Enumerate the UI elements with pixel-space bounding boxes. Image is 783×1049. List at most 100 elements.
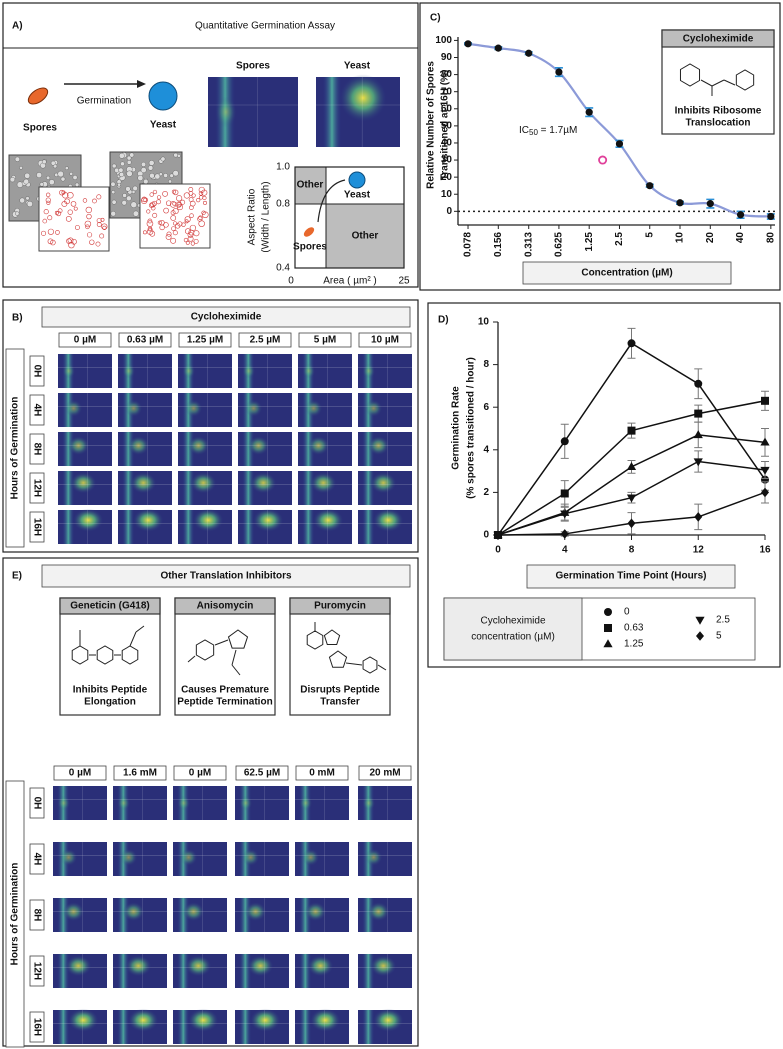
segmented-cell bbox=[74, 225, 80, 230]
segmented-cell bbox=[101, 223, 108, 230]
row-label: 16H bbox=[31, 1018, 42, 1036]
segmented-cell bbox=[47, 228, 54, 235]
micrograph-cell bbox=[14, 156, 20, 162]
micrograph-cell bbox=[118, 152, 125, 159]
compound-effect: Causes Premature bbox=[181, 685, 269, 696]
y-tick-label: 80 bbox=[441, 69, 453, 80]
y-tick-label: 40 bbox=[441, 138, 453, 149]
gate-axis-title: (Width / Length) bbox=[261, 181, 272, 252]
heatmap bbox=[238, 508, 292, 544]
y-tick-label: 70 bbox=[441, 86, 453, 97]
compound-header bbox=[59, 597, 161, 615]
x-tick-label: 10 bbox=[675, 232, 686, 244]
heatmap-spot bbox=[185, 399, 203, 417]
segmented-cell bbox=[146, 228, 154, 235]
heatmap bbox=[358, 1008, 412, 1044]
heatmap bbox=[238, 471, 292, 505]
heatmap-spot bbox=[117, 795, 131, 811]
y-tick-label: 0 bbox=[446, 206, 452, 217]
micrograph-cell bbox=[57, 170, 64, 178]
micrograph-cell bbox=[168, 179, 172, 184]
x-tick-label: 80 bbox=[765, 232, 776, 244]
micrograph-cell bbox=[19, 197, 25, 204]
segmented-cell bbox=[149, 230, 156, 237]
inset-title: Cycloheximide bbox=[683, 34, 754, 45]
marker bbox=[627, 426, 636, 435]
heatmap-band bbox=[362, 1010, 375, 1044]
segmented-cell bbox=[176, 195, 183, 202]
y-tick-label: 30 bbox=[441, 155, 453, 166]
column-label: 1.25 µM bbox=[187, 335, 223, 346]
heatmap-spot bbox=[242, 848, 260, 866]
heatmap-band bbox=[239, 1010, 252, 1044]
row-label: 8H bbox=[31, 443, 42, 456]
segmented-cell bbox=[85, 206, 93, 214]
yeast-icon bbox=[148, 81, 178, 111]
heatmap-band bbox=[362, 954, 375, 988]
marker bbox=[560, 489, 569, 498]
heatmap bbox=[358, 898, 412, 932]
heatmap bbox=[173, 842, 227, 876]
micrograph-cell bbox=[125, 186, 131, 192]
segmented-cell bbox=[47, 215, 53, 221]
frame bbox=[427, 302, 781, 668]
line bbox=[129, 631, 137, 647]
segmented-cell bbox=[172, 201, 177, 206]
line bbox=[231, 664, 241, 676]
micrograph-cell bbox=[154, 173, 161, 180]
heatmap-spot bbox=[239, 795, 253, 811]
column-label-box bbox=[238, 332, 292, 348]
x-tick-label: 0.156 bbox=[493, 232, 504, 257]
y-tick-label: 6 bbox=[483, 402, 489, 413]
line bbox=[700, 79, 713, 87]
compound-name: Geneticin (G418) bbox=[70, 601, 149, 612]
heatmap bbox=[113, 954, 167, 988]
segmented-cell bbox=[148, 202, 154, 208]
heatmap-spot bbox=[367, 436, 390, 456]
line bbox=[711, 79, 725, 87]
heatmap-spot bbox=[62, 363, 76, 379]
row-label: 4H bbox=[31, 853, 42, 866]
segmented-cell bbox=[67, 191, 74, 199]
legend-marker bbox=[604, 624, 612, 632]
segmented-cell bbox=[172, 208, 179, 215]
heatmap-band bbox=[117, 898, 130, 932]
segmented-cell bbox=[42, 218, 48, 224]
micrograph-cell bbox=[48, 179, 55, 185]
segmented-cell bbox=[147, 226, 153, 232]
segmented-cell bbox=[176, 203, 184, 211]
segmented-cell bbox=[170, 237, 177, 244]
row-label: 8H bbox=[31, 909, 42, 922]
segmented-cell bbox=[99, 233, 105, 239]
structure-ring bbox=[227, 629, 249, 649]
heatmap-spot bbox=[190, 472, 217, 494]
column-label: 5 µM bbox=[314, 335, 336, 346]
micrograph-cell bbox=[132, 210, 139, 217]
heatmap-spot bbox=[302, 363, 316, 379]
segmented-cell bbox=[149, 192, 154, 197]
segmented-cell bbox=[55, 210, 62, 217]
row-label: 12H bbox=[31, 962, 42, 980]
segmented-cell bbox=[165, 200, 172, 206]
gate-label: Spores bbox=[293, 242, 327, 253]
heatmap-spot bbox=[70, 472, 97, 494]
row-label-box bbox=[29, 472, 45, 504]
segmented-cell bbox=[82, 198, 88, 203]
structure-ring bbox=[323, 629, 341, 645]
segmented-cell bbox=[84, 220, 92, 228]
series-line bbox=[497, 342, 766, 536]
row-label-box bbox=[29, 843, 45, 875]
heatmap-spot bbox=[62, 902, 85, 922]
segmented-cell bbox=[157, 220, 163, 225]
micrograph-cell bbox=[117, 182, 121, 187]
heatmap bbox=[358, 354, 412, 388]
heatmap-spot bbox=[182, 363, 196, 379]
segmented-cell bbox=[92, 198, 97, 204]
heatmap-band bbox=[62, 471, 75, 505]
heatmap bbox=[358, 432, 412, 466]
data-point bbox=[615, 140, 624, 148]
heatmap bbox=[298, 393, 352, 427]
column-label: 0 mM bbox=[309, 768, 335, 779]
segmented-cell bbox=[163, 222, 169, 228]
micrograph-cell bbox=[15, 211, 20, 216]
